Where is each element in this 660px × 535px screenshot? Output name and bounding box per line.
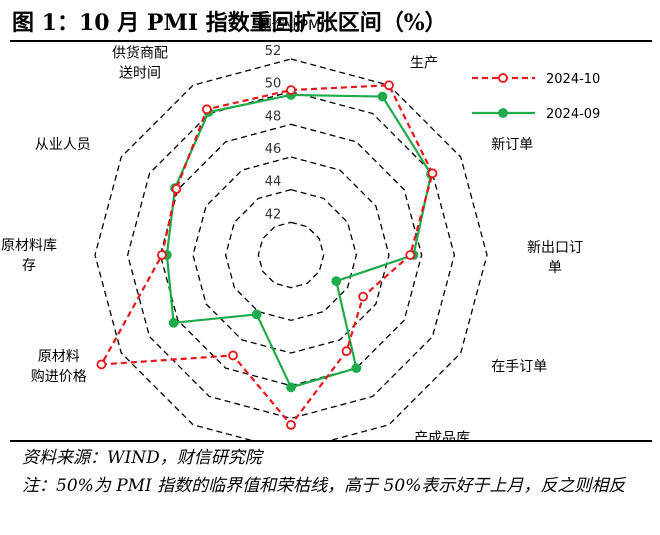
- tick-label-layer: 42 44 46 48 50 52: [265, 44, 282, 222]
- axis-label-layer: 制造业PMI生产新订单新出口订单在手订单产成品库存采购量进口原材料购进价格原材料…: [1, 18, 583, 440]
- series-line: [165, 93, 433, 389]
- axis-label-line: 制造业PMI: [258, 18, 325, 34]
- legend: 2024-10 2024-09: [472, 72, 600, 122]
- data-point: [286, 382, 296, 393]
- grid-ring-52: [94, 58, 488, 440]
- data-point: [341, 346, 352, 357]
- axis-label-line: 原材料库: [1, 238, 57, 254]
- figure-title: 图 1：10 月 PMI 指数重回扩张区间（%）: [12, 10, 447, 36]
- source-note: 资料来源：WIND，财信研究院: [22, 448, 262, 468]
- data-point: [358, 291, 369, 302]
- tick-label: 44: [265, 175, 282, 190]
- axis-label: 从业人员: [35, 137, 91, 153]
- data-point: [377, 91, 388, 102]
- data-point: [157, 250, 167, 260]
- grid-ring-44: [224, 188, 358, 322]
- tick-label: 50: [265, 77, 282, 92]
- data-point: [427, 168, 438, 179]
- axis-label-line: 供货商配: [112, 45, 168, 62]
- series-line: [99, 84, 434, 427]
- axis-label-line: 新订单: [491, 137, 533, 153]
- axis-label-line: 生产: [410, 56, 438, 72]
- footer-rule: [10, 440, 652, 442]
- axis-label-line: 购进价格: [31, 369, 87, 385]
- data-point: [286, 85, 296, 95]
- data-point: [201, 104, 212, 115]
- legend-entry: 2024-10: [472, 72, 600, 87]
- legend-marker: [498, 73, 508, 83]
- tick-label: 52: [265, 44, 282, 59]
- axis-label-line: 送时间: [119, 66, 161, 82]
- axis-label: 制造业PMI: [258, 18, 325, 34]
- data-point: [286, 419, 296, 430]
- grid-ring-50: [126, 90, 456, 420]
- title-rule: [10, 40, 652, 42]
- data-point: [405, 250, 416, 260]
- data-point: [331, 276, 342, 287]
- data-point: [251, 309, 262, 320]
- legend-label: 2024-09: [546, 107, 600, 122]
- axis-label: 产成品库存: [414, 430, 470, 440]
- axis-label-line: 从业人员: [35, 137, 91, 153]
- tick-label: 42: [265, 207, 282, 222]
- legend-marker: [498, 108, 508, 118]
- data-point: [96, 359, 107, 370]
- legend-label: 2024-10: [546, 72, 600, 87]
- grid-ring-42: [257, 221, 325, 289]
- axis-label: 生产: [410, 56, 438, 72]
- footnote: 注：50%为 PMI 指数的临界值和荣枯线，高于 50%表示好于上月，反之则相反: [22, 476, 626, 496]
- grid-ring-46: [192, 156, 390, 354]
- data-point: [228, 350, 238, 361]
- tick-label: 46: [265, 142, 282, 157]
- series-2024-10: [96, 80, 438, 430]
- axis-label-line: 产成品库: [414, 430, 470, 440]
- series-layer: [96, 80, 438, 430]
- axis-label: 新订单: [491, 137, 533, 153]
- axis-label-line: 原材料: [38, 349, 80, 365]
- data-point: [384, 80, 394, 91]
- axis-label-line: 在手订单: [491, 359, 547, 375]
- legend-entry: 2024-09: [472, 107, 600, 122]
- axis-label-line: 新出口订: [527, 240, 583, 256]
- grid-ring-48: [159, 123, 423, 387]
- data-point: [168, 317, 179, 328]
- tick-label: 48: [265, 109, 282, 124]
- axis-label-line: 单: [548, 260, 562, 276]
- axis-label: 在手订单: [491, 359, 547, 375]
- data-point: [171, 183, 182, 194]
- axis-label-line: 存: [22, 258, 36, 274]
- data-point: [351, 363, 362, 374]
